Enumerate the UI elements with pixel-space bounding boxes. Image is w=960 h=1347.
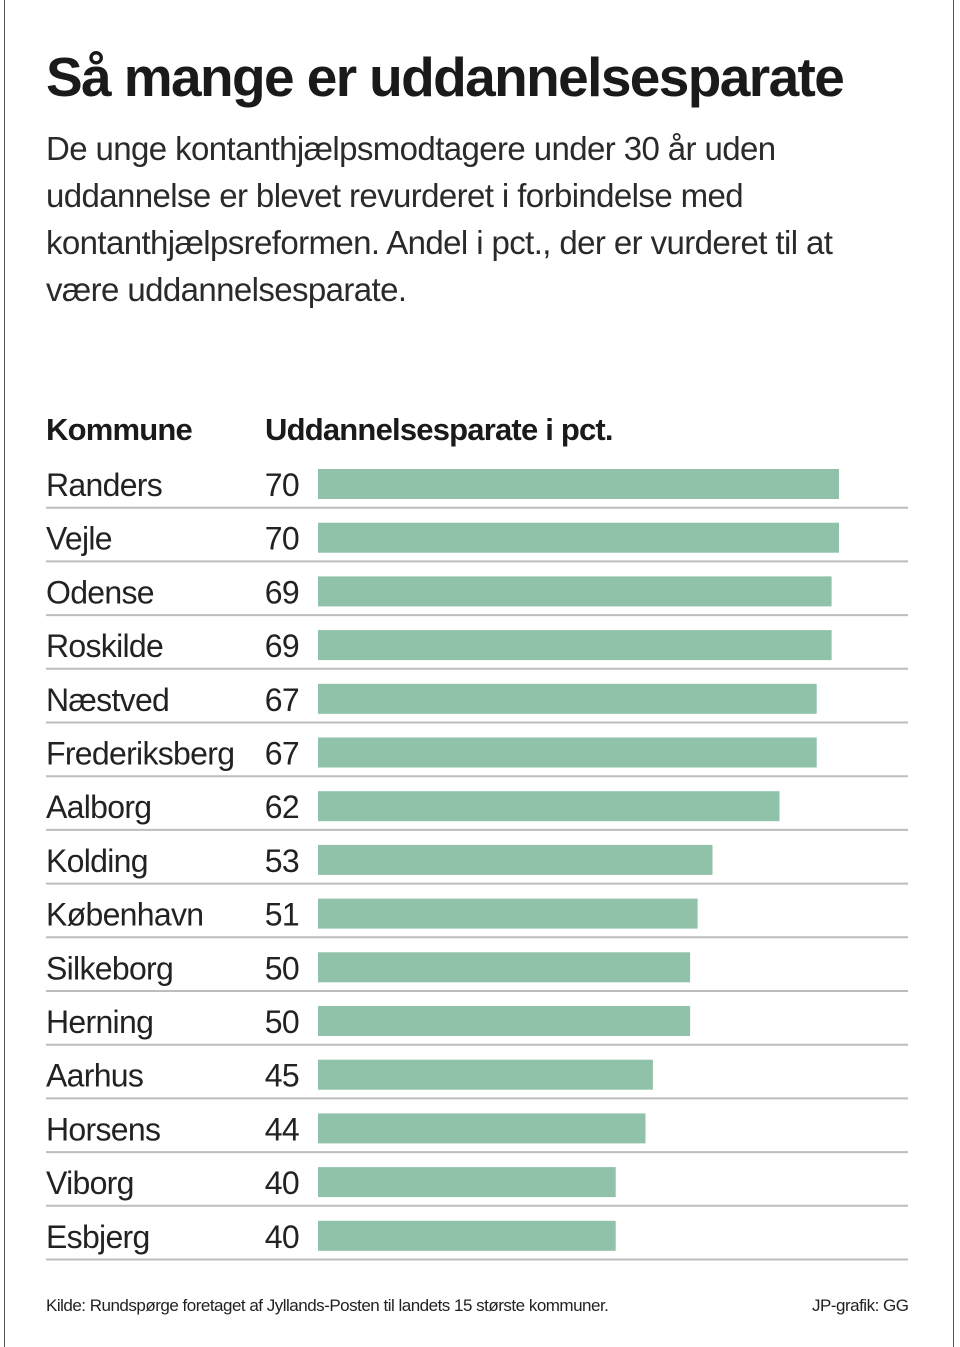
category-label: Næstved: [46, 682, 169, 718]
category-label: Roskilde: [46, 628, 163, 664]
value-label: 69: [265, 574, 299, 610]
category-label: Aalborg: [46, 789, 151, 825]
bar: [318, 630, 832, 661]
bar: [318, 898, 698, 929]
category-label: Vejle: [46, 521, 112, 557]
category-label: Viborg: [46, 1165, 134, 1201]
bar: [318, 952, 691, 983]
bar: [318, 1006, 691, 1036]
category-label: Silkeborg: [46, 950, 173, 986]
value-label: 51: [265, 897, 299, 933]
frame-right-border: [953, 0, 954, 1347]
frame-left-border: [4, 0, 5, 1347]
bar: [318, 469, 839, 499]
value-label: 44: [265, 1111, 299, 1147]
value-label: 70: [265, 467, 299, 503]
bar: [318, 1113, 646, 1144]
bar: [318, 844, 713, 875]
category-label: Randers: [46, 467, 162, 503]
bar: [318, 1220, 616, 1251]
bar: [318, 1167, 616, 1198]
chart-title: Så mange er uddannelsesparate: [46, 46, 845, 108]
value-label: 67: [265, 682, 299, 718]
value-label: 40: [265, 1165, 299, 1201]
bar: [318, 683, 817, 714]
category-label: Odense: [46, 574, 154, 610]
value-label: 53: [265, 843, 299, 879]
value-label: 45: [265, 1058, 299, 1094]
graphic-credit: JP-grafik: GG: [812, 1296, 909, 1315]
bar: [318, 576, 832, 607]
column-header-value: Uddannelsesparate i pct.: [265, 412, 614, 447]
bar: [318, 737, 817, 768]
category-label: Kolding: [46, 843, 148, 879]
bar: [318, 1059, 653, 1090]
category-label: Esbjerg: [46, 1219, 150, 1255]
category-label: Frederiksberg: [46, 736, 234, 772]
category-label: Horsens: [46, 1111, 160, 1147]
value-label: 50: [265, 1004, 299, 1040]
bar: [318, 522, 839, 553]
chart-subtitle: De unge kontanthjælpsmodtagere under 30 …: [46, 130, 833, 308]
value-label: 70: [265, 521, 299, 557]
value-label: 40: [265, 1219, 299, 1255]
category-label: Herning: [46, 1004, 153, 1040]
category-label: København: [46, 897, 203, 933]
value-label: 69: [265, 628, 299, 664]
category-label: Aarhus: [46, 1058, 143, 1094]
column-header-kommune: Kommune: [46, 412, 193, 447]
value-label: 67: [265, 736, 299, 772]
value-label: 50: [265, 950, 299, 986]
source-note: Kilde: Rundspørge foretaget af Jyllands-…: [46, 1296, 609, 1315]
bar: [318, 791, 780, 822]
value-label: 62: [265, 789, 299, 825]
